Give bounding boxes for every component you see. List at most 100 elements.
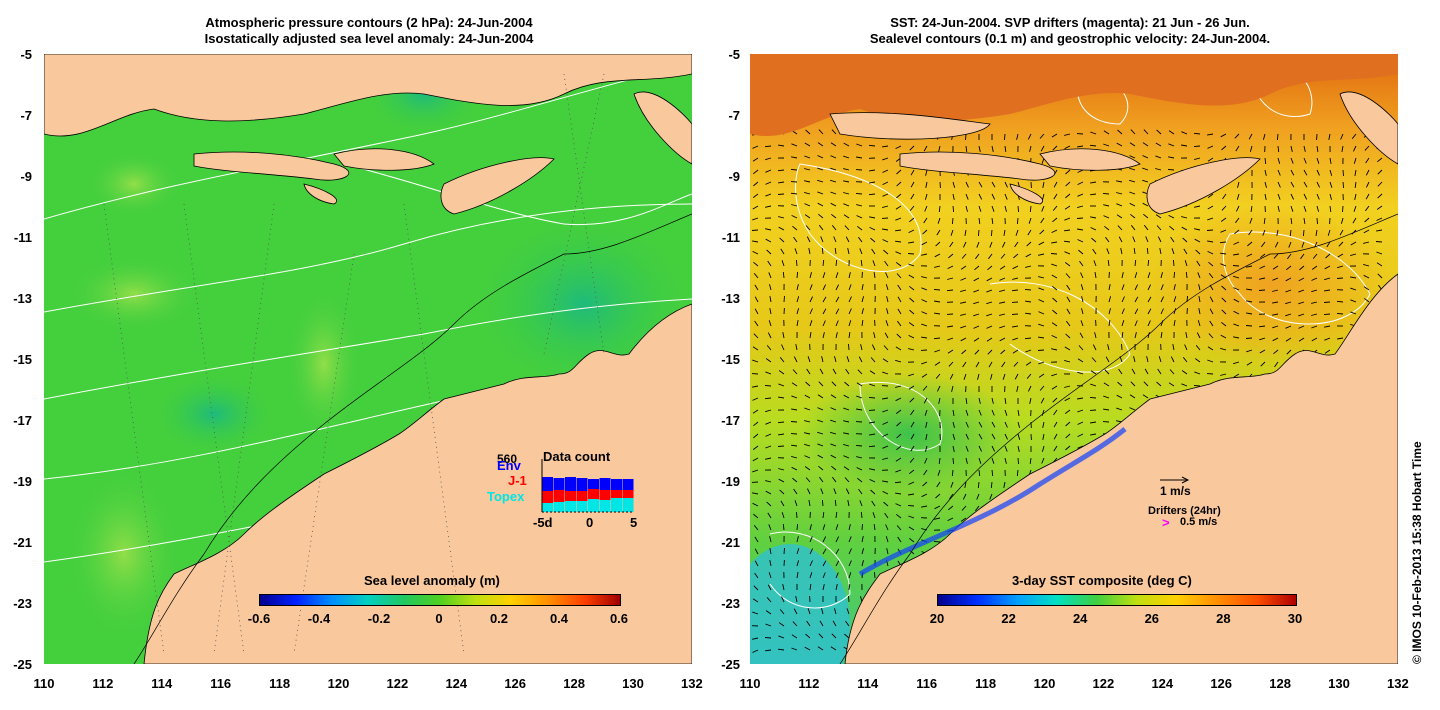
- velocity-arrow: [909, 285, 915, 291]
- data-count-bar: [565, 501, 576, 512]
- velocity-arrow: [783, 295, 785, 303]
- velocity-arrow: [1311, 313, 1318, 316]
- velocity-arrow: [1207, 133, 1214, 136]
- velocity-arrow: [809, 308, 813, 315]
- left-y-tick: -13: [13, 291, 32, 306]
- velocity-arrow: [1276, 229, 1279, 236]
- velocity-arrow: [817, 646, 824, 651]
- velocity-arrow: [1198, 284, 1201, 291]
- velocity-arrow: [1129, 155, 1136, 159]
- right-y-tick: -5: [728, 47, 740, 62]
- velocity-arrow: [1375, 241, 1383, 243]
- left-y-tick: -5: [20, 47, 32, 62]
- velocity-arrow: [1246, 253, 1253, 257]
- velocity-arrow: [1198, 296, 1201, 303]
- velocity-arrow: [752, 250, 759, 255]
- velocity-arrow: [869, 383, 876, 387]
- velocity-arrow: [1249, 145, 1253, 152]
- velocity-arrow: [1026, 373, 1032, 379]
- velocity-arrow: [869, 169, 876, 172]
- velocity-arrow: [843, 443, 850, 447]
- velocity-arrow: [830, 202, 837, 207]
- velocity-arrow: [778, 433, 785, 436]
- velocity-arrow: [1147, 296, 1152, 303]
- data-count-bar: [599, 478, 611, 490]
- velocity-arrow: [767, 332, 772, 339]
- velocity-arrow: [1052, 217, 1058, 223]
- velocity-arrow: [847, 500, 850, 507]
- velocity-arrow: [1003, 481, 1006, 488]
- velocity-arrow: [809, 272, 812, 279]
- velocity-arrow: [822, 284, 827, 291]
- velocity-arrow: [934, 300, 941, 303]
- velocity-arrow: [896, 525, 902, 531]
- velocity-arrow: [1107, 344, 1110, 351]
- velocity-arrow: [804, 646, 811, 651]
- velocity-arrow: [1026, 241, 1032, 247]
- right-x-tick: 116: [916, 676, 938, 691]
- left-colorbar-tick: 0.6: [609, 611, 629, 626]
- velocity-arrow: [897, 536, 902, 543]
- velocity-arrow: [873, 332, 876, 339]
- velocity-arrow: [965, 193, 969, 200]
- velocity-arrow: [896, 333, 902, 339]
- velocity-arrow: [1286, 349, 1292, 355]
- velocity-arrow: [1377, 181, 1383, 187]
- velocity-arrow: [951, 385, 954, 392]
- velocity-arrow: [1038, 373, 1045, 378]
- velocity-arrow: [1064, 397, 1071, 402]
- velocity-arrow: [1363, 274, 1370, 279]
- velocity-arrow: [830, 179, 837, 183]
- right-x-tick: 122: [1092, 676, 1115, 691]
- velocity-arrow: [1303, 169, 1308, 176]
- velocity-arrow: [1065, 421, 1071, 427]
- right-colorbar-tick: 22: [1001, 611, 1016, 626]
- velocity-arrow: [1160, 284, 1164, 291]
- velocity-arrow: [870, 357, 876, 363]
- velocity-arrow: [856, 382, 863, 387]
- velocity-arrow: [1276, 133, 1279, 141]
- velocity-arrow: [792, 369, 798, 375]
- velocity-arrow: [1116, 214, 1123, 219]
- left-y-tick: -15: [13, 352, 32, 367]
- velocity-arrow: [1103, 143, 1110, 147]
- velocity-arrow: [965, 433, 969, 440]
- velocity-arrow: [1155, 214, 1162, 219]
- velocity-arrow: [882, 205, 889, 209]
- velocity-arrow: [1277, 145, 1280, 153]
- velocity-arrow: [973, 313, 980, 317]
- data-count-bar: [565, 491, 576, 501]
- velocity-arrow: [974, 349, 980, 355]
- velocity-arrow: [861, 284, 864, 291]
- velocity-arrow: [796, 271, 799, 279]
- velocity-arrow: [1365, 193, 1370, 200]
- left-colorbar-tick: -0.2: [367, 611, 391, 626]
- data-count-bar: [622, 490, 634, 498]
- velocity-arrow: [947, 349, 954, 354]
- velocity-arrow: [765, 480, 772, 483]
- velocity-arrow: [1004, 205, 1007, 212]
- velocity-arrow: [1116, 192, 1123, 195]
- velocity-arrow: [908, 241, 915, 244]
- velocity-arrow: [1336, 300, 1344, 303]
- credit-text: © IMOS 10-Feb-2013 15:38 Hobart Time: [1410, 441, 1424, 664]
- velocity-arrow: [1377, 169, 1383, 175]
- velocity-arrow: [1133, 248, 1136, 255]
- velocity-arrow: [861, 548, 865, 555]
- velocity-arrow: [843, 180, 850, 183]
- right-x-tick: 130: [1328, 676, 1350, 691]
- velocity-arrow: [1017, 433, 1021, 440]
- velocity-arrow: [1146, 356, 1149, 363]
- velocity-arrow: [999, 301, 1006, 304]
- velocity-arrow: [848, 536, 852, 543]
- velocity-arrow: [1337, 265, 1344, 269]
- left-y-tick: -11: [13, 230, 32, 245]
- velocity-arrow: [1064, 229, 1071, 232]
- velocity-arrow: [752, 385, 759, 388]
- velocity-arrow: [1206, 229, 1214, 231]
- velocity-arrow: [753, 261, 759, 267]
- velocity-arrow: [1142, 179, 1149, 183]
- velocity-arrow: [1130, 381, 1136, 387]
- velocity-arrow: [1246, 300, 1253, 303]
- velocity-arrow: [778, 648, 785, 651]
